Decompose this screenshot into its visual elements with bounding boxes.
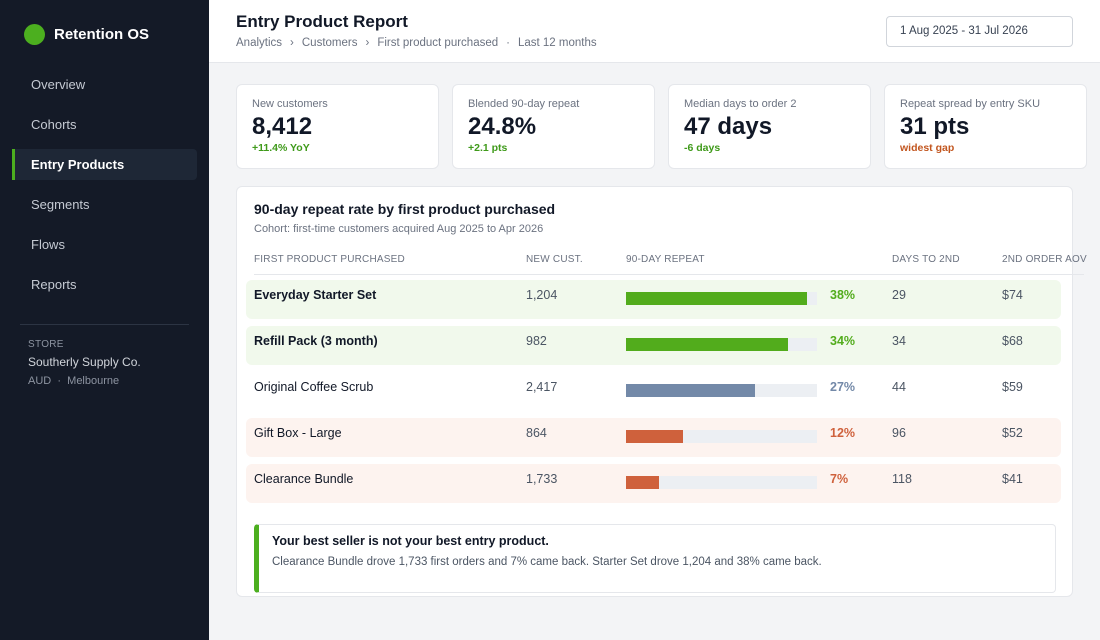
store-label: STORE — [28, 339, 64, 350]
new-customers-value: 864 — [526, 426, 547, 440]
repeat-percent: 7% — [830, 472, 849, 486]
table-row[interactable]: Clearance Bundle 1,733 7% 118 $41 — [246, 464, 1061, 503]
column-header-product[interactable]: FIRST PRODUCT PURCHASED — [254, 254, 405, 265]
new-customers-value: 1,733 — [526, 472, 558, 486]
breadcrumb-separator: › — [365, 37, 370, 49]
kpi-label: Median days to order 2 — [684, 98, 797, 110]
column-header-new-customers[interactable]: NEW CUST. — [526, 254, 583, 265]
column-header-aov[interactable]: 2ND ORDER AOV — [1002, 254, 1087, 265]
repeat-bar-track — [626, 338, 817, 351]
store-city: Melbourne — [67, 375, 120, 387]
second-order-aov-value: $41 — [1002, 472, 1023, 486]
insight-callout: Your best seller is not your best entry … — [254, 524, 1056, 593]
brand[interactable]: Retention OS — [24, 24, 149, 45]
column-header-days[interactable]: DAYS TO 2ND — [892, 254, 960, 265]
kpi-label: Blended 90-day repeat — [468, 98, 580, 110]
repeat-percent: 12% — [830, 426, 856, 440]
sidebar-item-cohorts[interactable]: Cohorts — [31, 117, 77, 132]
store-meta: AUD · Melbourne — [28, 375, 189, 387]
repeat-percent: 38% — [830, 288, 856, 302]
table-row[interactable]: Original Coffee Scrub 2,417 27% 44 $59 — [246, 372, 1061, 411]
second-order-aov-value: $74 — [1002, 288, 1023, 302]
kpi-blended-repeat: Blended 90-day repeat 24.8% +2.1 pts — [452, 84, 655, 169]
kpi-delta: -6 days — [684, 142, 721, 154]
days-to-second-value: 34 — [892, 334, 906, 348]
second-order-aov-value: $52 — [1002, 426, 1023, 440]
new-customers-value: 1,204 — [526, 288, 558, 302]
sidebar-item-reports[interactable]: Reports — [31, 277, 77, 292]
report-card: 90-day repeat rate by first product purc… — [236, 186, 1087, 597]
product-name: Gift Box - Large — [254, 426, 342, 440]
brand-logo-icon — [24, 24, 45, 45]
kpi-delta: +2.1 pts — [468, 142, 508, 154]
breadcrumb-customers[interactable]: Customers — [301, 37, 358, 49]
store-meta-separator: · — [57, 375, 62, 387]
sidebar-item-overview[interactable]: Overview — [31, 77, 86, 92]
product-name: Original Coffee Scrub — [254, 380, 374, 394]
kpi-repeat-spread: Repeat spread by entry SKU 31 pts widest… — [884, 84, 1087, 169]
repeat-bar — [626, 338, 788, 351]
repeat-bar-track — [626, 430, 817, 443]
product-name: Refill Pack (3 month) — [254, 334, 378, 348]
breadcrumb: Analytics › Customers › First product pu… — [236, 37, 597, 49]
repeat-percent: 27% — [830, 380, 856, 394]
breadcrumb-analytics[interactable]: Analytics — [236, 37, 283, 49]
store-name: Southerly Supply Co. — [28, 355, 141, 369]
table-row[interactable]: Refill Pack (3 month) 982 34% 34 $68 — [246, 326, 1061, 365]
repeat-bar-track — [626, 384, 817, 397]
new-customers-value: 982 — [526, 334, 547, 348]
kpi-delta: widest gap — [900, 142, 955, 154]
sidebar-nav: Overview Cohorts Entry Products Segments… — [12, 69, 197, 309]
repeat-bar-track — [626, 292, 817, 305]
product-name: Everyday Starter Set — [254, 288, 377, 302]
date-range-picker[interactable]: 1 Aug 2025 - 31 Jul 2026 — [886, 16, 1073, 47]
kpi-delta: +11.4% YoY — [252, 142, 310, 154]
repeat-bar-track — [626, 476, 817, 489]
table-row[interactable]: Everyday Starter Set 1,204 38% 29 $74 — [246, 280, 1061, 319]
store-info: STORE Southerly Supply Co. AUD · Melbour… — [20, 324, 189, 387]
sidebar: Retention OS Overview Cohorts Entry Prod… — [0, 0, 209, 640]
repeat-bar — [626, 292, 807, 305]
page-title: Entry Product Report — [236, 12, 408, 31]
report-title: 90-day repeat rate by first product purc… — [254, 201, 556, 217]
kpi-new-customers: New customers 8,412 +11.4% YoY — [236, 84, 439, 169]
breadcrumb-period: Last 12 months — [517, 37, 597, 49]
sidebar-item-segments[interactable]: Segments — [31, 197, 90, 212]
repeat-bar — [626, 384, 755, 397]
page-header: Entry Product Report Analytics › Custome… — [209, 0, 1100, 63]
kpi-value: 47 days — [684, 113, 773, 140]
kpi-value: 31 pts — [900, 113, 970, 140]
insight-body: Clearance Bundle drove 1,733 first order… — [272, 556, 822, 568]
table-header: FIRST PRODUCT PURCHASED NEW CUST. 90-DAY… — [254, 251, 1087, 275]
kpi-value: 8,412 — [252, 113, 313, 140]
breadcrumb-separator: › — [290, 37, 294, 49]
days-to-second-value: 118 — [892, 472, 912, 486]
new-customers-value: 2,417 — [526, 380, 558, 394]
sidebar-item-entry-products[interactable]: Entry Products — [12, 149, 197, 180]
breadcrumb-separator: · — [506, 37, 510, 49]
repeat-percent: 34% — [830, 334, 856, 348]
kpi-label: Repeat spread by entry SKU — [900, 98, 1041, 110]
days-to-second-value: 29 — [892, 288, 906, 302]
repeat-bar — [626, 476, 659, 489]
column-header-repeat[interactable]: 90-DAY REPEAT — [626, 254, 705, 265]
second-order-aov-value: $59 — [1002, 380, 1023, 394]
product-name: Clearance Bundle — [254, 472, 354, 486]
sidebar-item-flows[interactable]: Flows — [31, 237, 65, 252]
brand-name: Retention OS — [54, 26, 150, 43]
days-to-second-value: 44 — [892, 380, 906, 394]
kpi-label: New customers — [252, 98, 328, 110]
repeat-bar — [626, 430, 683, 443]
table-row[interactable]: Gift Box - Large 864 12% 96 $52 — [246, 418, 1061, 457]
days-to-second-value: 96 — [892, 426, 906, 440]
kpi-median-days: Median days to order 2 47 days -6 days — [668, 84, 871, 169]
second-order-aov-value: $68 — [1002, 334, 1023, 348]
breadcrumb-first-product: First product purchased — [377, 37, 499, 49]
report-subtitle: Cohort: first-time customers acquired Au… — [254, 223, 544, 235]
kpi-value: 24.8% — [468, 113, 537, 140]
store-currency: AUD — [28, 375, 52, 387]
insight-title: Your best seller is not your best entry … — [272, 534, 549, 548]
